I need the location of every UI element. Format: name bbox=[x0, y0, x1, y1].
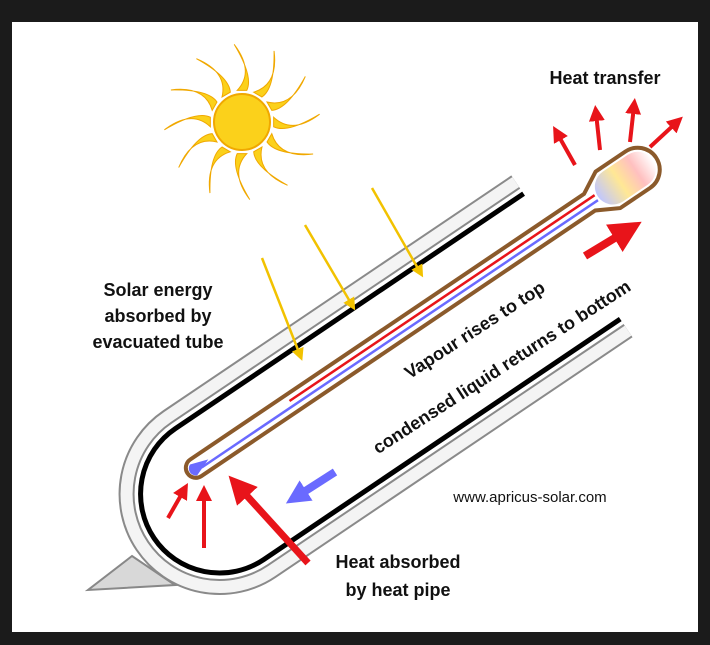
label: Heat absorbed bbox=[335, 552, 460, 572]
website: www.apricus-solar.com bbox=[452, 489, 606, 506]
sun-ray bbox=[252, 50, 276, 98]
label: Solar energy bbox=[103, 280, 212, 300]
sun-ray bbox=[273, 113, 320, 130]
sun bbox=[164, 44, 320, 200]
label: absorbed by bbox=[104, 306, 211, 326]
sun-ray bbox=[178, 133, 219, 168]
sun-ray bbox=[233, 44, 250, 91]
sun-ray bbox=[208, 146, 232, 194]
label: by heat pipe bbox=[345, 580, 450, 600]
sun-ray bbox=[234, 153, 251, 200]
label: evacuated tube bbox=[92, 332, 223, 352]
sun-ray bbox=[253, 145, 288, 186]
sun-ray bbox=[196, 58, 231, 99]
sun-ray bbox=[266, 132, 314, 156]
label: Heat transfer bbox=[549, 68, 660, 88]
sun-ray bbox=[265, 76, 306, 111]
evacuated-tube bbox=[118, 145, 662, 596]
sun-ray bbox=[170, 88, 218, 112]
glass-tip bbox=[84, 554, 179, 592]
heat-arrows bbox=[166, 98, 683, 566]
sun-rays-arrows bbox=[260, 187, 424, 361]
sun-ray bbox=[164, 114, 211, 131]
return-arrow bbox=[285, 468, 338, 504]
